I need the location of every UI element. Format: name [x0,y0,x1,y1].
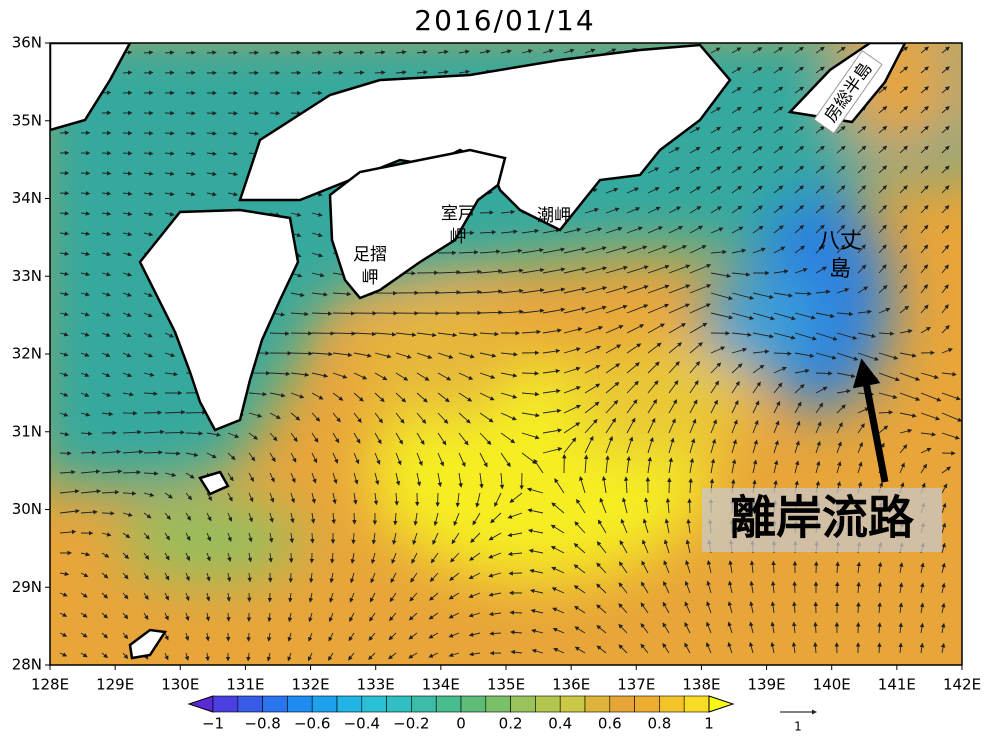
vector [165,133,174,134]
vector [354,513,355,524]
colorbar-tick: −0.2 [393,715,429,733]
vector [123,493,136,494]
vector [858,603,859,613]
colorbar-cell [511,696,536,712]
vector [102,173,110,174]
vector [480,212,493,213]
lon-label: 132E [292,676,330,694]
vector [354,72,364,73]
vector [165,453,180,454]
colorbar-cell [585,696,610,712]
colorbar-tick: 0 [456,715,466,733]
colorbar-cell [263,696,288,712]
vector [510,612,522,613]
vector [81,193,89,194]
colorbar-tick: −0.6 [294,715,330,733]
colorbar-tick: 0.8 [647,715,671,733]
vector [186,133,195,134]
vector [291,52,300,53]
lon-label: 135E [487,676,525,694]
colorbar-extend [709,696,733,712]
vector [228,52,237,53]
vector [186,52,195,53]
colorbar-cell [659,696,684,712]
colorbar-tick: 1 [704,715,714,733]
lat-label: 35N [12,111,42,129]
colorbar-cell [486,696,511,712]
vector [144,72,153,73]
vector [794,582,795,593]
lon-label: 129E [96,676,134,694]
colorbar-tick: 0.4 [548,715,572,733]
colorbar-cell [238,696,263,712]
vector [312,533,313,543]
colorbar-tick: 0.2 [499,715,523,733]
vector [144,412,161,413]
place-label: 八丈 [818,229,862,254]
lat-label: 34N [12,189,42,207]
colorbar-tick: −0.4 [344,715,380,733]
colorbar-cell [560,696,585,712]
colorbar-cell [337,696,362,712]
place-label: 室戸 [441,204,475,224]
lon-label: 134E [422,676,460,694]
colorbar-cell [312,696,337,712]
vector-scale: 1 [794,720,802,734]
place-label: 岬 [362,268,379,288]
lon-label: 137E [617,676,655,694]
colorbar-cell [213,696,238,712]
colorbar-cell [362,696,387,712]
lon-label: 141E [878,676,916,694]
vector [816,373,832,374]
place-label: 岬 [450,227,467,247]
vector [522,373,538,374]
place-label: 足摺 [353,245,387,265]
colorbar-tick: 0.6 [598,715,622,733]
vector [689,499,690,513]
colorbar-cell [387,696,412,712]
lon-label: 136E [552,676,590,694]
lat-label: 33N [12,267,42,285]
colorbar-cell [635,696,660,712]
vector [312,52,321,53]
lon-label: 138E [682,676,720,694]
colorbar-cell [461,696,486,712]
annotation: 離岸流路 [730,491,915,545]
vector [186,412,206,413]
place-label: 潮岬 [537,206,571,226]
colorbar-cell [535,696,560,712]
colorbar-cell [436,696,461,712]
lon-label: 130E [161,676,199,694]
place-label: 島 [829,257,851,282]
vector [186,433,202,434]
colorbar-cell [287,696,312,712]
colorbar-cell [610,696,635,712]
colorbar-extend [189,696,213,712]
lat-label: 28N [12,656,42,674]
colorbar-cell [411,696,436,712]
title: 2016/01/14 [414,4,595,37]
lon-label: 142E [943,676,981,694]
colorbar-tick: −1 [202,715,224,733]
vector [270,52,279,53]
lon-label: 140E [813,676,851,694]
lon-label: 139E [748,676,786,694]
lat-label: 32N [12,345,42,363]
lat-label: 36N [12,34,42,52]
lat-label: 30N [12,500,42,518]
colorbar: −1 −0.8 −0.6 −0.4 −0.2 0 0.2 0.4 0.6 0.8 1 [189,696,733,733]
lon-label: 133E [357,676,395,694]
lon-label: 131E [226,676,264,694]
colorbar-cell [684,696,709,712]
vector [879,643,880,653]
vector [123,72,132,73]
vector [248,633,249,641]
lat-label: 31N [12,422,42,440]
lat-label: 29N [12,578,42,596]
colorbar-tick: −0.8 [244,715,280,733]
vector [207,52,216,53]
lon-label: 128E [31,676,69,694]
